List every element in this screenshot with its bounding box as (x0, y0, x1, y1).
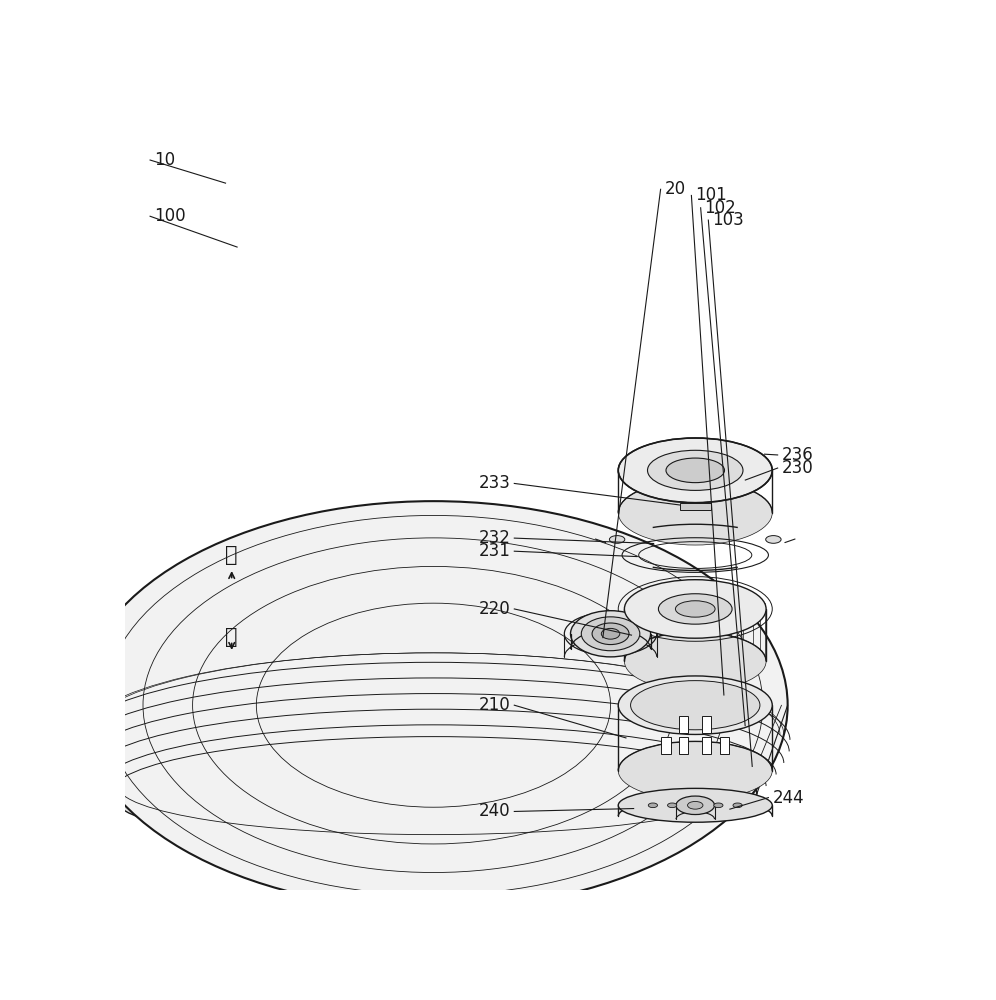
Bar (720, 737, 729, 754)
Ellipse shape (667, 803, 676, 808)
Text: 233: 233 (478, 474, 510, 492)
Ellipse shape (571, 611, 650, 657)
Text: 上: 上 (225, 545, 238, 565)
Ellipse shape (658, 594, 732, 624)
Text: 220: 220 (479, 600, 510, 618)
Ellipse shape (619, 741, 772, 800)
Bar (661, 737, 670, 754)
Ellipse shape (647, 450, 743, 490)
Text: 10: 10 (154, 151, 175, 169)
Text: 236: 236 (782, 446, 814, 464)
Ellipse shape (619, 788, 772, 822)
Ellipse shape (624, 580, 766, 638)
Ellipse shape (610, 536, 624, 543)
Ellipse shape (675, 601, 715, 617)
Ellipse shape (766, 536, 781, 543)
Bar (679, 737, 688, 754)
Text: 232: 232 (478, 529, 510, 547)
Bar (679, 716, 688, 733)
Ellipse shape (630, 681, 760, 730)
Text: 101: 101 (695, 186, 727, 204)
Text: 244: 244 (772, 789, 804, 807)
Ellipse shape (624, 632, 766, 691)
Text: 下: 下 (225, 627, 238, 647)
Ellipse shape (619, 676, 772, 734)
Ellipse shape (80, 501, 788, 909)
Text: 210: 210 (479, 696, 510, 714)
Ellipse shape (592, 623, 629, 645)
Text: 100: 100 (154, 207, 185, 225)
Bar (702, 737, 711, 754)
Ellipse shape (714, 803, 723, 808)
Ellipse shape (602, 628, 620, 639)
Text: 230: 230 (782, 459, 814, 477)
Ellipse shape (110, 737, 757, 851)
Ellipse shape (687, 801, 703, 809)
Ellipse shape (733, 803, 742, 808)
Ellipse shape (648, 803, 657, 808)
Bar (680, 503, 711, 510)
Ellipse shape (676, 796, 714, 815)
Ellipse shape (619, 438, 772, 503)
Ellipse shape (619, 480, 772, 545)
Ellipse shape (582, 617, 639, 651)
Text: 231: 231 (478, 542, 510, 560)
Bar (702, 716, 711, 733)
Text: 103: 103 (712, 211, 744, 229)
Text: 240: 240 (479, 802, 510, 820)
Text: 20: 20 (664, 180, 685, 198)
Text: 102: 102 (704, 199, 736, 217)
Ellipse shape (666, 458, 724, 483)
